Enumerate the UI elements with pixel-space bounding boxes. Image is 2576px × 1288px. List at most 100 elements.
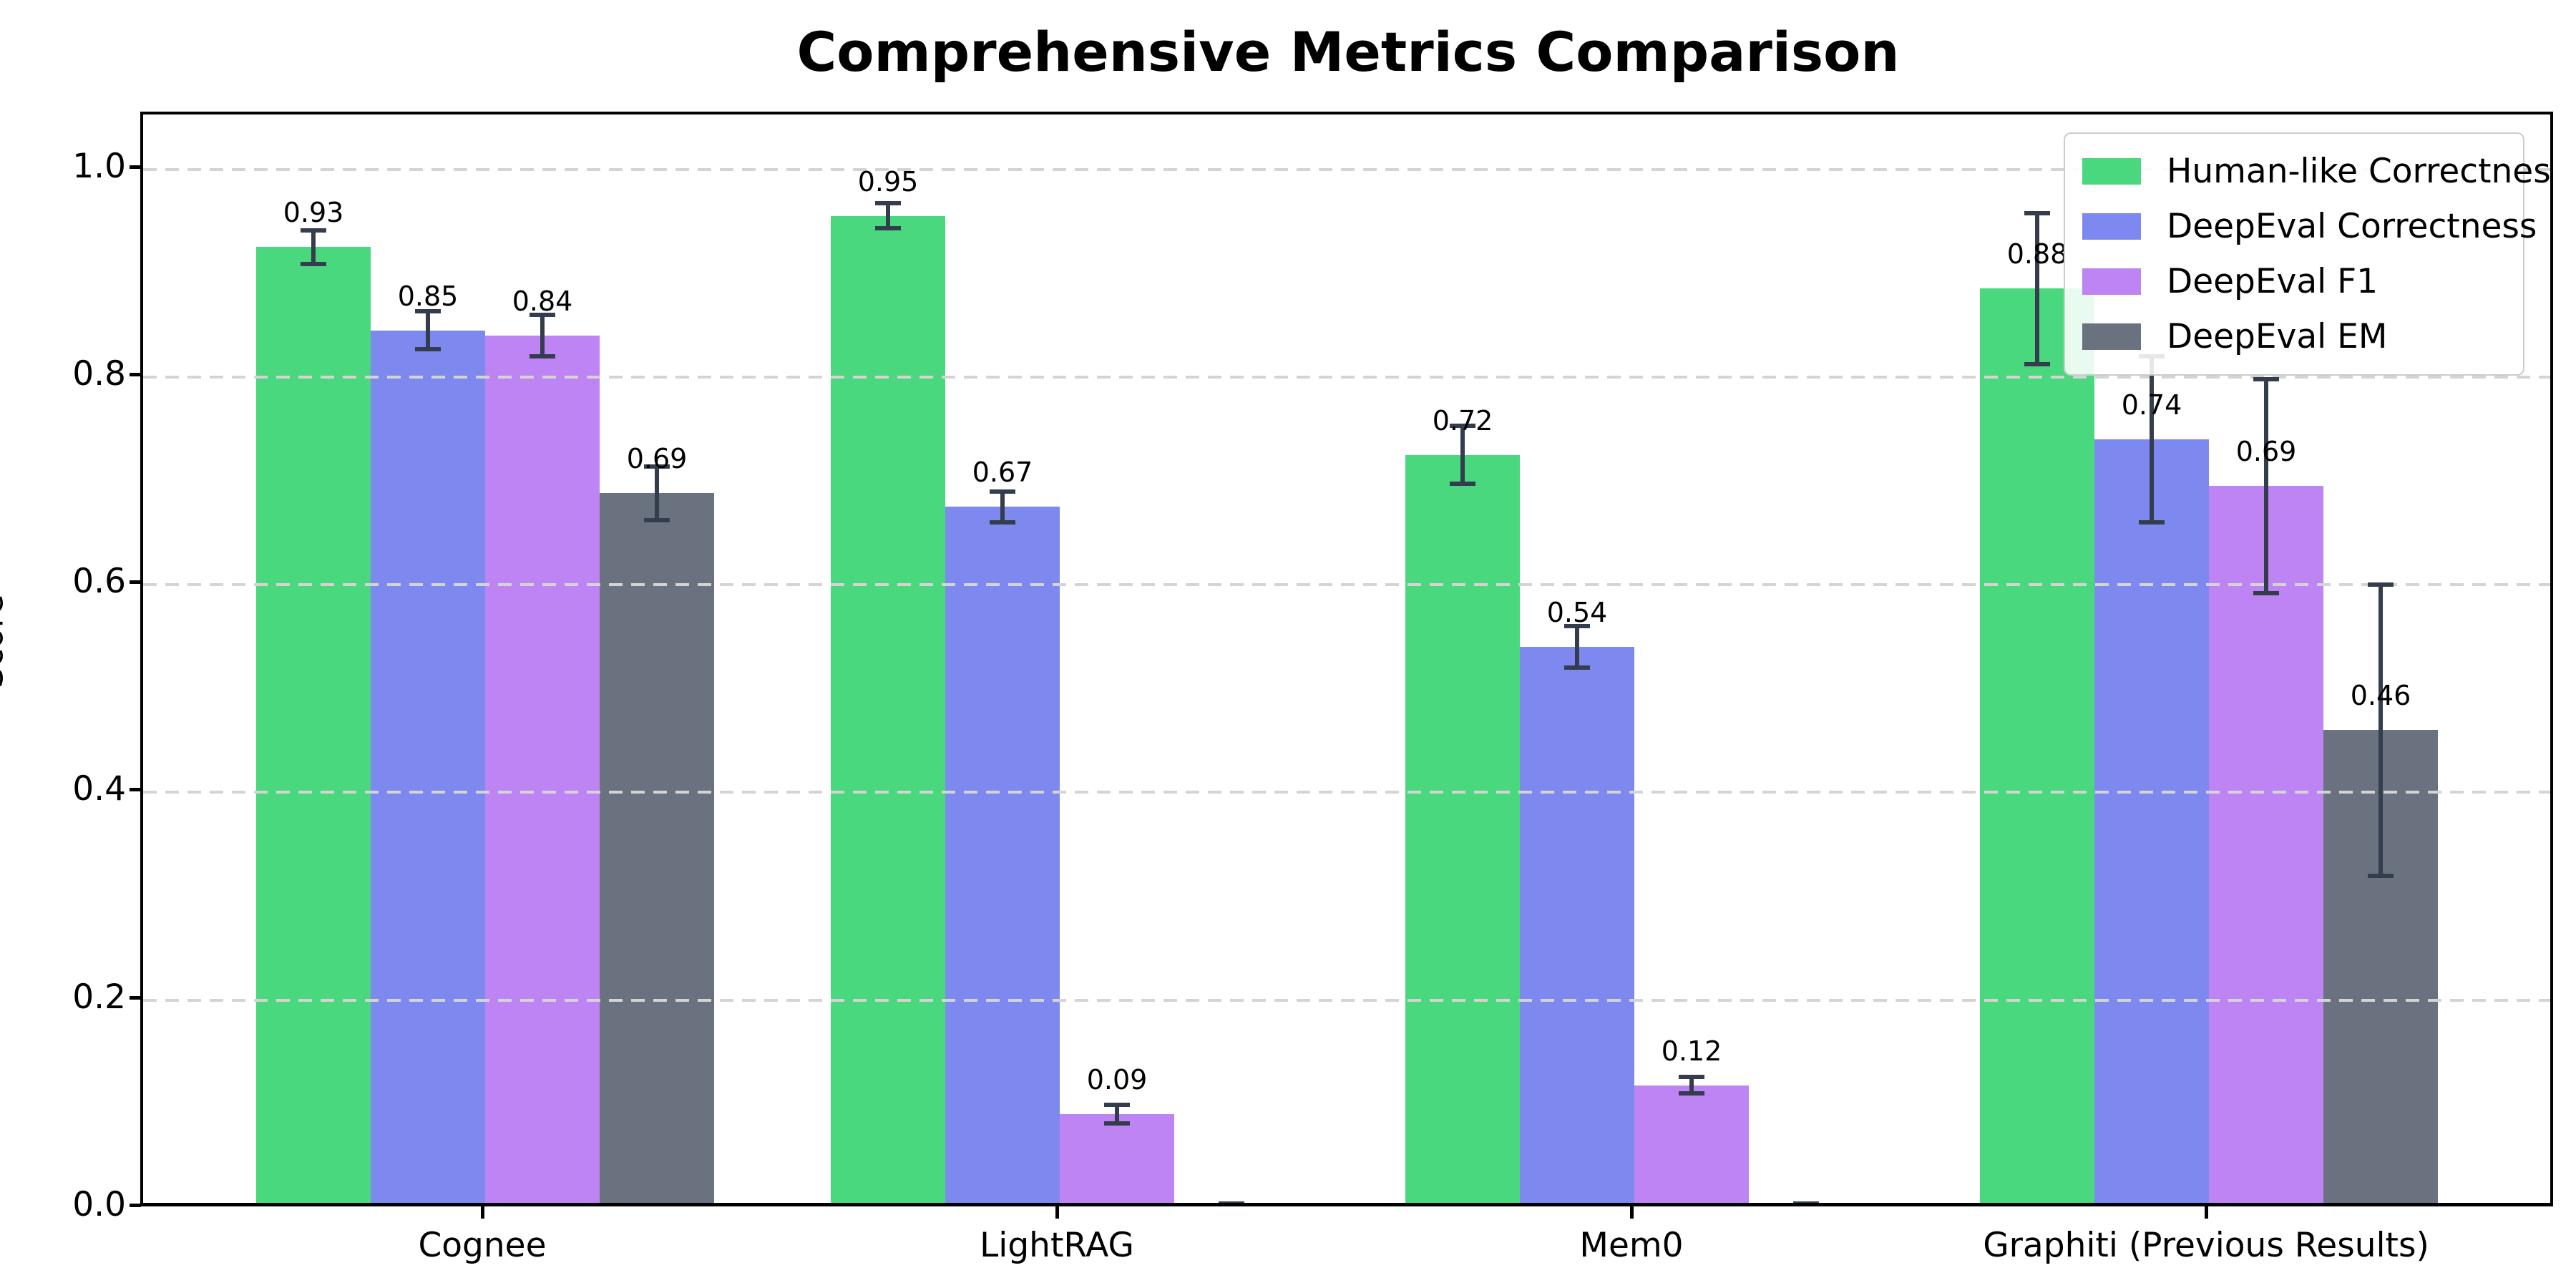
- x-tick-label: Mem0: [1579, 1226, 1684, 1265]
- error-bar-cap: [1564, 624, 1590, 629]
- bar-deepeval-correctness: [371, 330, 485, 1203]
- legend: Human-like Correctness DeepEval Correctne…: [2064, 132, 2550, 376]
- bar-deepeval-correctness: [2094, 439, 2209, 1203]
- y-tick-label: 0.6: [72, 562, 126, 602]
- bar-human-like-correctness: [256, 247, 371, 1203]
- legend-item: DeepEval Correctness: [2082, 199, 2537, 254]
- error-bar-cap: [530, 312, 555, 317]
- gridline: [143, 167, 2550, 171]
- bar-human-like-correctness: [831, 215, 945, 1203]
- y-tick-label: 0.0: [72, 1185, 126, 1224]
- legend-color-swatch: [2082, 158, 2141, 185]
- legend-label: DeepEval Correctness: [2167, 207, 2537, 246]
- error-bar: [1000, 491, 1005, 523]
- error-bar-cap: [1679, 1075, 1704, 1080]
- error-bar: [2379, 585, 2383, 876]
- legend-label: Human-like Correctness: [2167, 152, 2553, 191]
- legend-color-swatch: [2082, 323, 2141, 350]
- gridline: [143, 375, 2550, 379]
- error-bar-cap: [1450, 424, 1475, 429]
- error-bar-cap: [990, 489, 1015, 494]
- error-bar: [540, 314, 545, 356]
- error-bar: [2150, 356, 2154, 523]
- error-bar-cap: [1679, 1091, 1704, 1096]
- legend-color-swatch: [2082, 213, 2141, 240]
- legend-item: DeepEval EM: [2082, 309, 2506, 364]
- error-bar-cap: [1793, 1201, 1819, 1203]
- error-bar-cap: [875, 226, 901, 231]
- bar-value-label: 0.09: [1086, 1064, 1148, 1096]
- bar-value-label: 0.12: [1661, 1035, 1722, 1067]
- error-bar-cap: [644, 464, 670, 469]
- error-bar-cap: [2368, 582, 2394, 587]
- x-tick-label: LightRAG: [980, 1226, 1134, 1265]
- y-tick-mark: [130, 1204, 141, 1207]
- bar-value-label: 0.46: [2350, 680, 2411, 712]
- bar-human-like-correctness: [1405, 454, 1520, 1203]
- error-bar: [1575, 626, 1579, 668]
- legend-label: DeepEval F1: [2167, 262, 2379, 301]
- x-tick-mark: [1630, 1206, 1634, 1219]
- error-bar-cap: [415, 346, 441, 351]
- error-bar-cap: [2139, 520, 2165, 525]
- error-bar-cap: [2024, 362, 2050, 367]
- x-tick-mark: [481, 1206, 484, 1219]
- bar-value-label: 0.69: [2235, 436, 2297, 468]
- bar-deepeval-f1: [485, 335, 600, 1203]
- error-bar-cap: [875, 201, 901, 206]
- chart-title: Comprehensive Metrics Comparison: [796, 20, 1900, 84]
- gridline: [143, 583, 2550, 587]
- error-bar-cap: [2024, 210, 2050, 215]
- bar-deepeval-f1: [1060, 1114, 1174, 1203]
- y-tick-mark: [130, 788, 141, 792]
- error-bar-cap: [1104, 1121, 1130, 1126]
- error-bar-cap: [530, 353, 555, 358]
- bar-deepeval-em: [600, 493, 714, 1203]
- bar-deepeval-f1: [1634, 1085, 1749, 1203]
- bar-value-label: 0.54: [1546, 597, 1608, 629]
- error-bar: [426, 311, 430, 349]
- error-bar: [1804, 1204, 1808, 1206]
- bar-value-label: 0.85: [397, 280, 459, 312]
- error-bar-cap: [1450, 482, 1475, 487]
- legend-label: DeepEval EM: [2167, 317, 2388, 356]
- error-bar-cap: [990, 520, 1015, 525]
- error-bar: [1689, 1077, 1694, 1094]
- x-tick-mark: [2205, 1206, 2208, 1219]
- bar-deepeval-correctness: [1520, 647, 1634, 1203]
- bar-human-like-correctness: [1980, 288, 2094, 1203]
- legend-item: Human-like Correctness: [2082, 144, 2550, 199]
- bar-deepeval-correctness: [945, 507, 1060, 1203]
- bar-value-label: 0.74: [2121, 389, 2182, 421]
- error-bar: [655, 466, 659, 521]
- y-tick-mark: [130, 580, 141, 585]
- x-tick-label: Graphiti (Previous Results): [1983, 1226, 2429, 1265]
- bar-value-label: 0.93: [283, 197, 344, 229]
- bar-value-label: 0.84: [512, 285, 573, 317]
- error-bar-cap: [1564, 665, 1590, 670]
- error-bar: [311, 230, 316, 264]
- error-bar: [886, 203, 890, 229]
- legend-color-swatch: [2082, 268, 2141, 295]
- gridline: [143, 791, 2550, 794]
- legend-item: DeepEval F1: [2082, 254, 2506, 309]
- error-bar-cap: [415, 309, 441, 314]
- y-tick-label: 0.8: [72, 353, 126, 394]
- error-bar-cap: [1104, 1103, 1130, 1108]
- error-bar: [1229, 1204, 1234, 1206]
- error-bar-cap: [2368, 873, 2394, 878]
- y-tick-mark: [130, 372, 141, 376]
- error-bar-cap: [2253, 590, 2279, 595]
- x-tick-mark: [1055, 1206, 1059, 1219]
- x-tick-label: Cognee: [418, 1226, 547, 1265]
- error-bar-cap: [1219, 1201, 1244, 1203]
- y-tick-label: 0.2: [72, 977, 126, 1017]
- bar-value-label: 0.95: [857, 165, 919, 197]
- error-bar-cap: [644, 518, 670, 523]
- error-bar: [2035, 213, 2039, 365]
- bar-value-label: 0.88: [2006, 238, 2068, 270]
- y-tick-mark: [130, 995, 141, 1000]
- error-bar-cap: [2253, 376, 2279, 381]
- gridline: [143, 998, 2550, 1002]
